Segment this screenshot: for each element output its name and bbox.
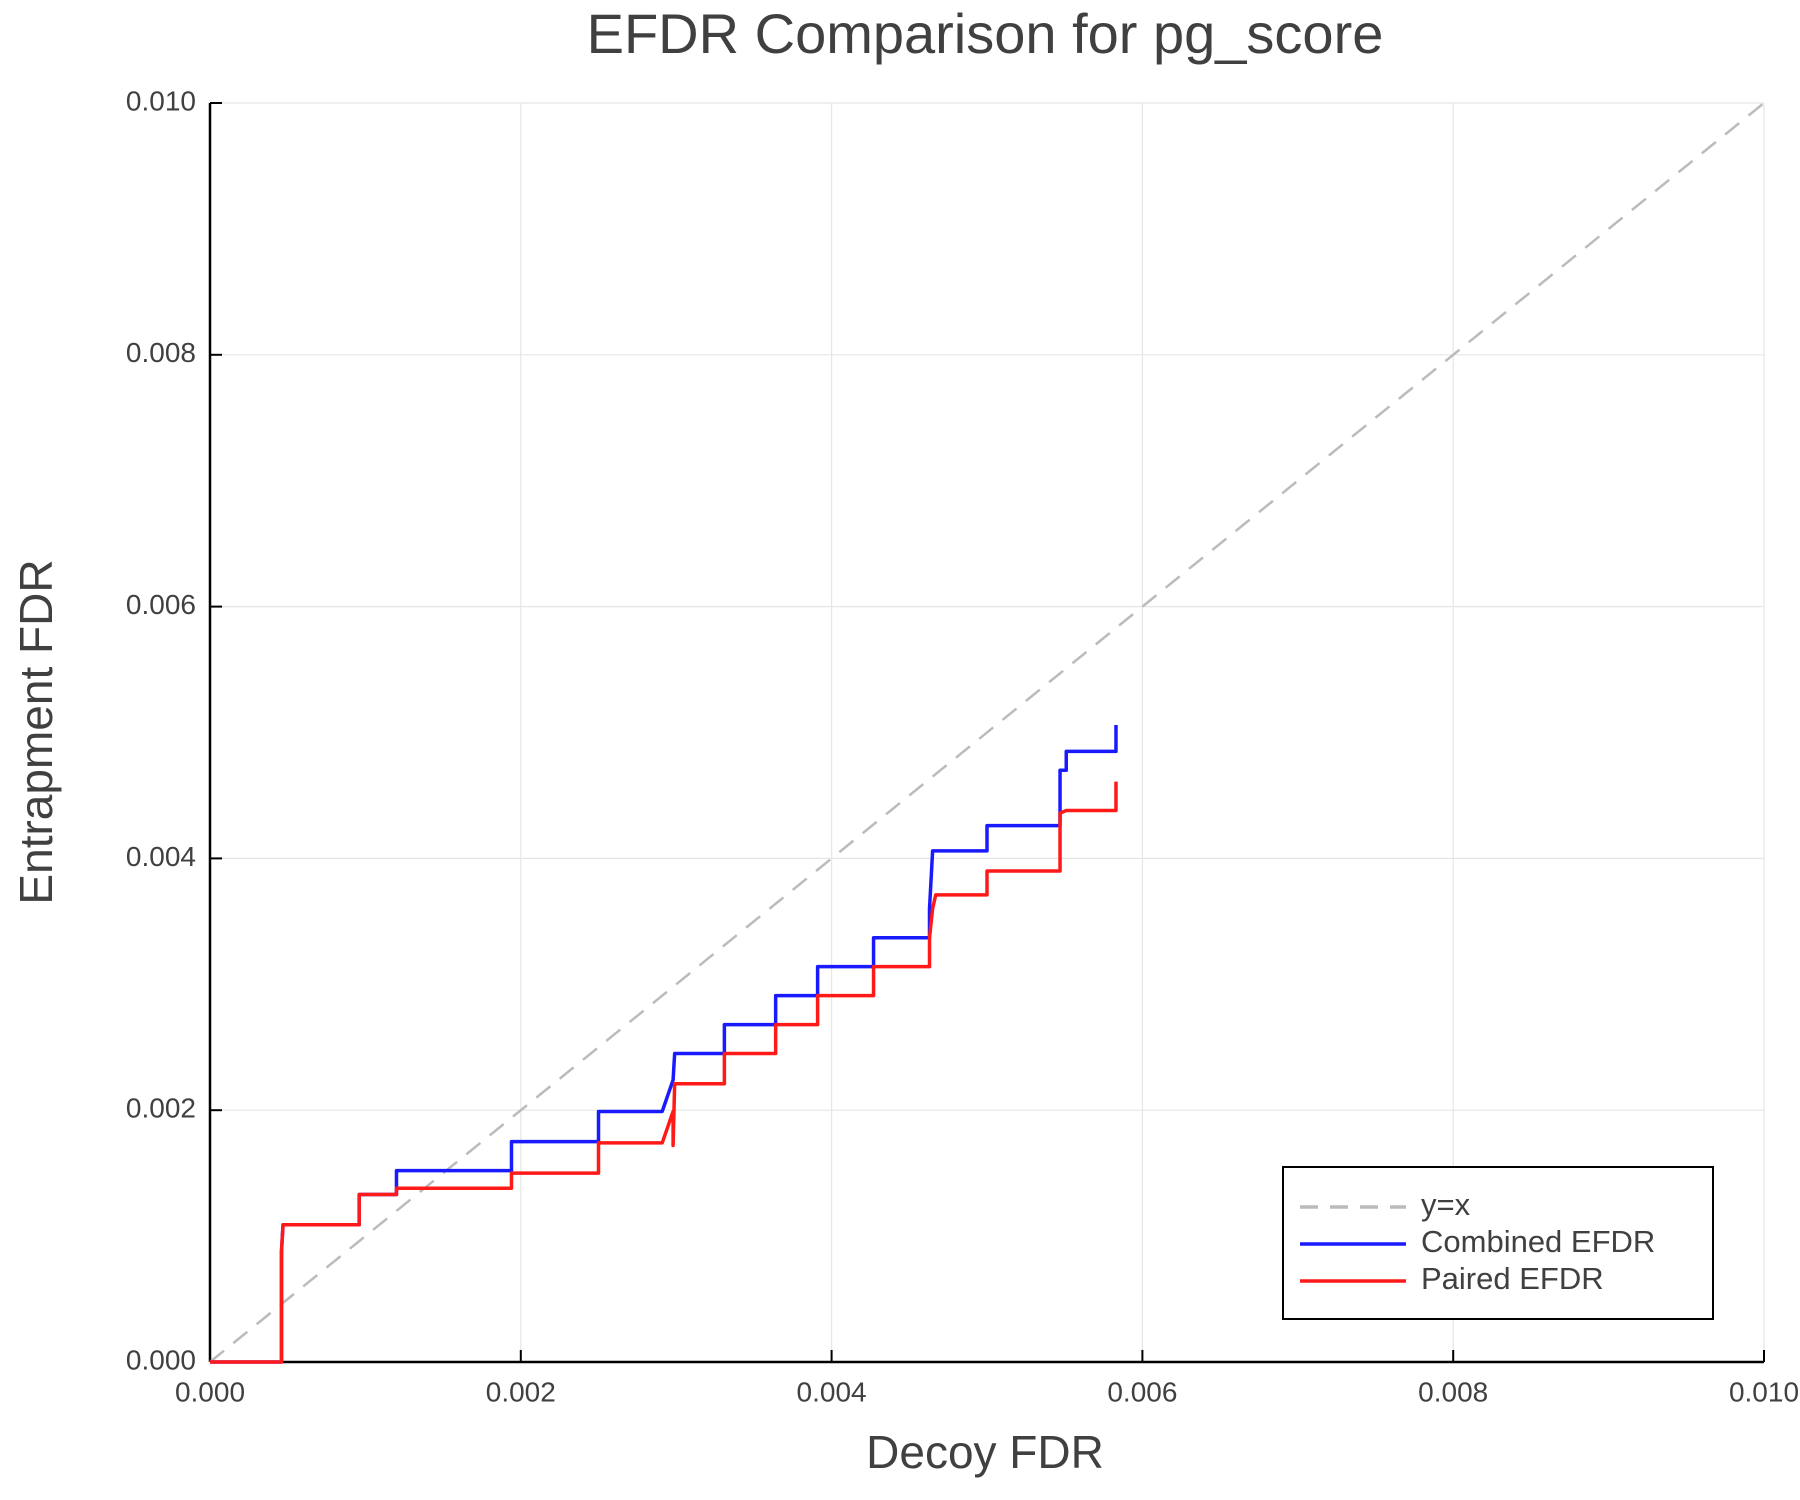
y-tick-label: 0.000 xyxy=(126,1344,196,1375)
y-axis-label: Entrapment FDR xyxy=(10,559,62,904)
x-tick-label: 0.006 xyxy=(1107,1376,1177,1407)
y-tick-label: 0.004 xyxy=(126,841,196,872)
x-tick-label: 0.000 xyxy=(175,1376,245,1407)
x-tick-label: 0.010 xyxy=(1729,1376,1799,1407)
x-axis-label: Decoy FDR xyxy=(866,1426,1104,1478)
chart-title: EFDR Comparison for pg_score xyxy=(587,2,1384,65)
legend-label: y=x xyxy=(1421,1187,1471,1222)
y-tick-label: 0.006 xyxy=(126,589,196,620)
y-tick-label: 0.002 xyxy=(126,1093,196,1124)
x-tick-label: 0.004 xyxy=(797,1376,867,1407)
x-tick-label: 0.002 xyxy=(486,1376,556,1407)
y-tick-label: 0.010 xyxy=(126,85,196,116)
legend-label: Paired EFDR xyxy=(1421,1261,1604,1296)
legend-label: Combined EFDR xyxy=(1421,1224,1655,1259)
series-line xyxy=(209,102,1765,1363)
x-tick-label: 0.008 xyxy=(1418,1376,1488,1407)
series-line xyxy=(210,781,1118,1364)
y-tick-label: 0.008 xyxy=(126,337,196,368)
series-line xyxy=(210,724,1118,1364)
